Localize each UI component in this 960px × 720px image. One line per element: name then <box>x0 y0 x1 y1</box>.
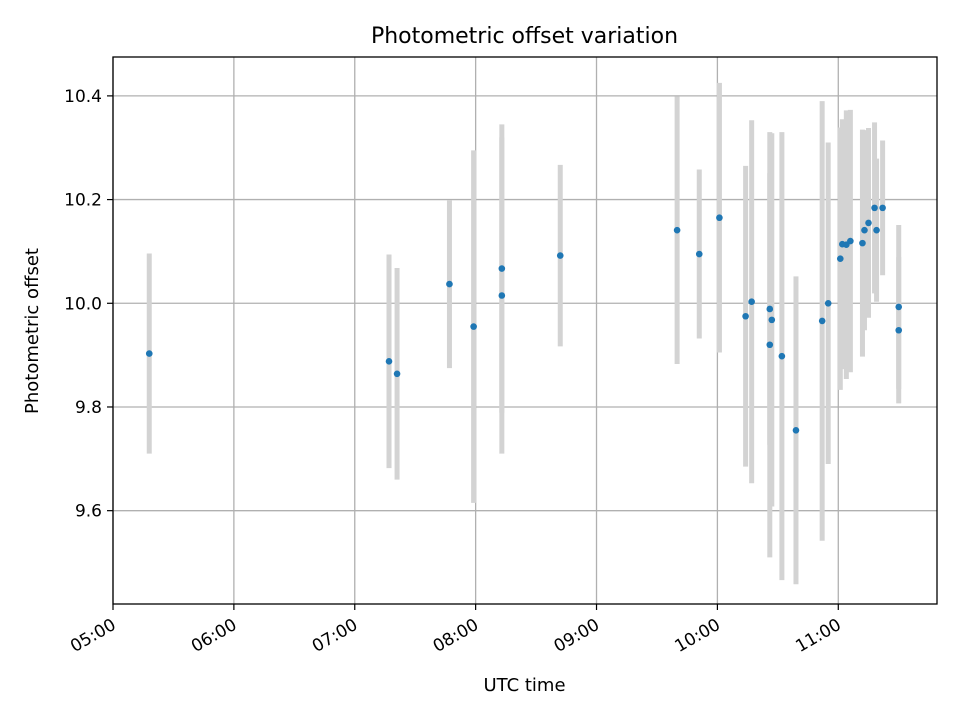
data-point <box>836 255 844 262</box>
y-tick-label: 10.2 <box>64 191 102 211</box>
data-point <box>768 316 776 324</box>
data-point <box>847 237 854 245</box>
y-axis-ticks: 9.6 9.8 10.0 10.2 10.4 <box>64 87 113 522</box>
plot-frame <box>112 56 938 605</box>
data-point <box>865 219 872 227</box>
data-point <box>895 326 903 334</box>
y-tick-label: 9.8 <box>75 398 102 418</box>
data-point <box>766 341 774 349</box>
data-point <box>385 358 393 365</box>
data-point <box>748 298 755 306</box>
y-tick-label: 10.4 <box>64 87 102 107</box>
data-point <box>470 323 477 330</box>
data-point <box>792 427 800 434</box>
data-point <box>871 204 878 212</box>
x-tick-label: 10:00 <box>671 615 723 657</box>
data-point <box>446 280 453 288</box>
data-point <box>695 250 703 258</box>
data-point <box>861 226 868 234</box>
data-points <box>145 204 903 434</box>
data-point <box>818 317 826 325</box>
data-point <box>824 299 832 307</box>
chart-title: Photometric offset variation <box>371 24 678 49</box>
x-axis-ticks: 05:00 06:00 07:00 08:00 09:00 10:00 11:00 <box>67 604 845 657</box>
data-point <box>742 312 749 320</box>
x-tick-label: 05:00 <box>67 615 119 657</box>
data-point <box>498 265 506 272</box>
data-point <box>859 239 866 247</box>
y-tick-label: 10.0 <box>64 294 102 314</box>
data-point <box>895 303 903 311</box>
y-axis-label: Photometric offset <box>22 248 43 414</box>
x-tick-label: 11:00 <box>792 615 844 657</box>
data-point <box>145 350 153 357</box>
data-point <box>716 214 723 222</box>
data-point <box>766 305 774 313</box>
grid <box>112 57 937 604</box>
x-axis-label: UTC time <box>483 675 565 696</box>
x-tick-label: 09:00 <box>551 615 603 657</box>
data-point <box>393 370 401 378</box>
data-point <box>778 352 786 360</box>
data-point <box>673 226 681 234</box>
error-bars <box>146 82 902 585</box>
x-tick-label: 06:00 <box>188 615 240 657</box>
data-point <box>498 292 506 299</box>
data-point <box>556 252 564 259</box>
data-point <box>873 226 880 234</box>
x-tick-label: 07:00 <box>309 615 361 657</box>
x-tick-label: 08:00 <box>430 615 482 657</box>
data-point <box>879 204 886 212</box>
y-tick-label: 9.6 <box>75 502 102 522</box>
